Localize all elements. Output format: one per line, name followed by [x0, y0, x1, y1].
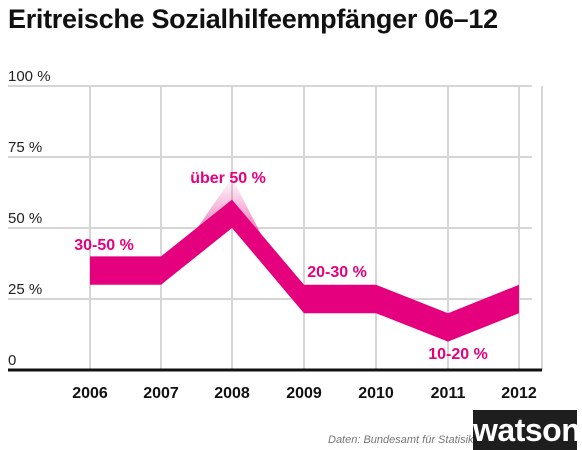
- annotation-label: 30-50 %: [74, 237, 134, 254]
- y-tick-label: 0: [8, 352, 16, 369]
- watson-logo: watson: [473, 410, 581, 450]
- data-band: [90, 177, 519, 342]
- annotation-label: über 50 %: [190, 170, 266, 187]
- y-tick-label: 75 %: [8, 139, 42, 156]
- y-axis-ticks: 100 % 75 % 50 % 25 % 0: [8, 68, 51, 369]
- annotations: 30-50 % über 50 % 20-30 % 10-20 %: [74, 170, 488, 363]
- x-tick-label: 2007: [143, 385, 179, 402]
- x-axis-ticks: 2006 2007 2008 2009 2010 2011 2012: [72, 385, 537, 402]
- source-note: Daten: Bundesamt für Statisik: [328, 434, 474, 446]
- x-tick-label: 2009: [286, 385, 322, 402]
- y-tick-label: 100 %: [8, 68, 51, 85]
- x-tick-label: 2012: [501, 385, 537, 402]
- annotation-label: 20-30 %: [307, 264, 367, 281]
- x-tick-label: 2011: [431, 385, 466, 402]
- chart-title: Eritreische Sozialhilfeempfänger 06–12: [8, 4, 498, 34]
- y-tick-label: 25 %: [8, 281, 42, 298]
- x-tick-label: 2008: [214, 385, 250, 402]
- annotation-label: 10-20 %: [428, 346, 488, 363]
- x-tick-label: 2010: [358, 385, 394, 402]
- y-tick-label: 50 %: [8, 210, 42, 227]
- peak-fade: [179, 177, 286, 283]
- x-tick-label: 2006: [72, 385, 108, 402]
